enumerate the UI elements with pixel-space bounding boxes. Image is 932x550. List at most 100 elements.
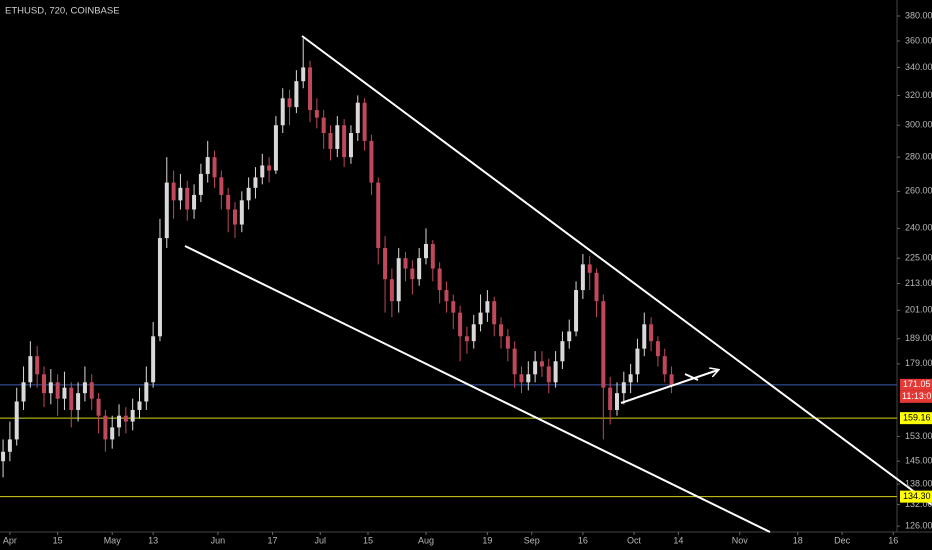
x-tick-label: Apr [3, 535, 17, 545]
candle-body [69, 387, 74, 410]
candle-body [253, 177, 258, 188]
candle-body [430, 244, 435, 269]
candle-body [621, 382, 626, 394]
y-tick-label: 213.00 [905, 278, 932, 288]
candle-body [499, 324, 504, 337]
candle-body [458, 312, 463, 337]
candle-body [437, 268, 442, 291]
candle-body [212, 157, 217, 178]
candle-body [505, 336, 510, 349]
y-tick-label: 320.00 [905, 90, 932, 100]
candle-body [512, 348, 517, 375]
candle-body [417, 258, 422, 280]
candle-body [383, 248, 388, 280]
y-tick-label: 280.00 [905, 151, 932, 161]
candle-body [301, 67, 306, 82]
x-tick-label: 16 [578, 535, 588, 545]
candle-body [151, 336, 156, 383]
axes: 380.00 360.00 340.00 320.00 300.00 280.00 260.… [3, 10, 932, 545]
candle-body [533, 361, 538, 375]
y-tick-label: 360.00 [905, 35, 932, 45]
candle-body [171, 182, 176, 201]
candle-body [539, 361, 544, 367]
candle-body [41, 374, 46, 394]
x-tick-label: 17 [268, 535, 278, 545]
x-tick-label: 16 [888, 535, 898, 545]
candle-body [246, 187, 251, 201]
y-tick-label: 201.00 [905, 305, 932, 315]
x-tick-label: Jul [315, 535, 327, 545]
candle-body [423, 244, 428, 259]
candle-body [226, 194, 231, 210]
candle-body [273, 125, 278, 171]
candle-body [219, 177, 224, 195]
candle-body [546, 366, 551, 383]
candle-body [62, 387, 67, 399]
y-tick-label: 179.00 [905, 358, 932, 368]
candle-body [157, 238, 162, 337]
candle-body [342, 125, 347, 158]
candle-body [7, 439, 12, 452]
candle-body [239, 200, 244, 225]
candle-body [76, 393, 81, 410]
candle-body [192, 194, 197, 210]
candle-body [396, 258, 401, 302]
candle-body [103, 415, 108, 440]
candle-body [21, 382, 26, 402]
candle-body [594, 272, 599, 302]
candle-body [662, 356, 667, 375]
candle-body [567, 331, 572, 342]
price-level-label: 159.16 [903, 413, 931, 423]
upper-trend-line [301, 35, 932, 506]
countdown-tag [900, 390, 932, 403]
candle-body [14, 401, 19, 440]
candle-body [526, 374, 531, 383]
y-tick-label: 145.00 [905, 456, 932, 466]
candle-body [294, 81, 299, 108]
candle-body [144, 382, 149, 402]
candle-body [628, 374, 633, 383]
y-tick-label: 225.00 [905, 253, 932, 263]
candle-body [444, 290, 449, 302]
candle-body [123, 415, 128, 422]
candle-body [635, 348, 640, 375]
y-tick-label: 153.00 [905, 431, 932, 441]
candle-body [560, 341, 565, 362]
price-level-label: 134.30 [903, 491, 931, 501]
candle-body [35, 356, 40, 375]
x-tick-label: 14 [673, 535, 683, 545]
y-tick-label: 132.00 [905, 499, 932, 509]
short-trend-line [684, 373, 699, 381]
candle-body [110, 427, 115, 440]
candle-body [574, 290, 579, 332]
candle-body [335, 125, 340, 149]
countdown-label: 11:13:01 [902, 391, 932, 401]
candle-body [614, 393, 619, 410]
chart-title: ETHUSD, 720, COINBASE [5, 6, 120, 17]
candle-body [185, 187, 190, 210]
x-tick-label: 18 [793, 535, 803, 545]
candle-body [1, 451, 6, 462]
candle-body [362, 102, 367, 141]
candle-body [130, 409, 135, 422]
x-tick-label: 15 [363, 535, 373, 545]
y-tick-label: 340.00 [905, 62, 932, 72]
candle-body [232, 209, 237, 225]
price-level-label: 171.05 [903, 379, 931, 389]
x-tick-label: 15 [53, 535, 63, 545]
candle-body [328, 133, 333, 149]
candle-body [287, 98, 292, 108]
candle-body [205, 157, 210, 174]
candle-body [89, 382, 94, 399]
candle-body [314, 110, 319, 118]
candle-body [28, 356, 33, 383]
candle-body [485, 301, 490, 313]
candle-body [519, 374, 524, 383]
candle-body [587, 264, 592, 273]
candle-body [260, 165, 265, 178]
y-tick-label: 189.00 [905, 333, 932, 343]
breakout-arrow [620, 370, 718, 404]
price-level-tag [900, 490, 932, 503]
